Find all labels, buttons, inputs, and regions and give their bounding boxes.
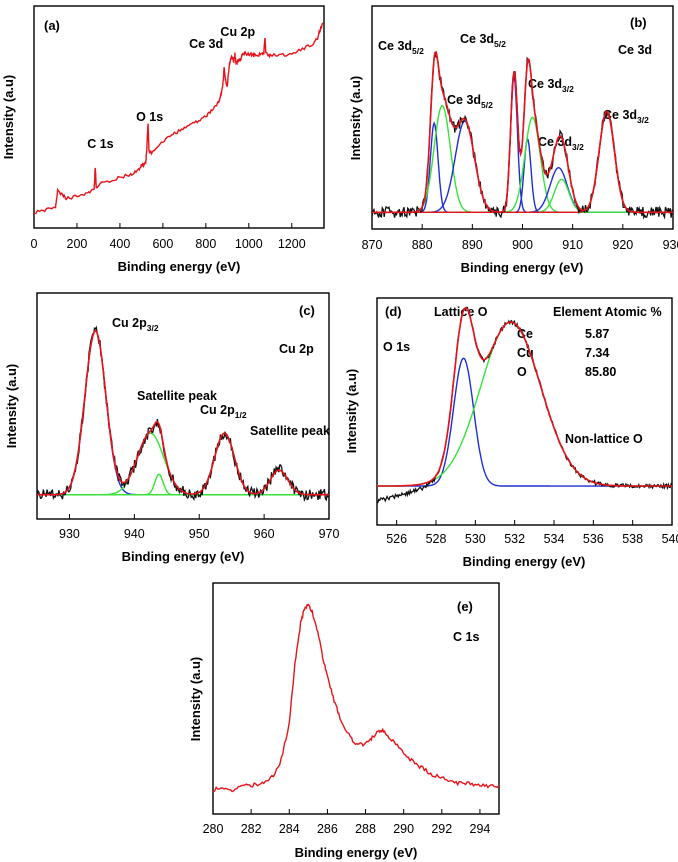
envelope-fit-line — [37, 329, 329, 496]
x-tick-label: 280 — [203, 822, 224, 836]
annotation-cu2p32: Cu 2p3/2 — [112, 316, 159, 333]
x-tick-label: 940 — [124, 527, 145, 541]
x-tick-label: 534 — [544, 532, 565, 546]
envelope-fit-line — [372, 50, 673, 214]
x-tick-label: 950 — [189, 527, 210, 541]
x-tick-label: 1200 — [278, 237, 306, 251]
fit-component-green-942.5 — [37, 432, 329, 496]
panel-b-ce3d-spectrum: (b) Ce 3d Ce 3d5/2 Ce 3d5/2 Ce 3d5/2 Ce … — [348, 5, 678, 275]
panel-e-corner-label: C 1s — [453, 630, 479, 644]
panel-b-corner-label: Ce 3d — [618, 43, 652, 57]
envelope-fit-line — [377, 306, 672, 487]
x-tick-label: 282 — [241, 822, 262, 836]
panel-a-label: (a) — [44, 18, 60, 33]
y-axis-title: Intensity (a.u) — [4, 364, 19, 449]
y-axis-title: Intensity (a.u) — [1, 75, 16, 160]
x-tick-label: 288 — [355, 822, 376, 836]
x-axis-ticks: 526 528 530 532 534 536 538 540 — [386, 520, 678, 546]
annotation-satellite-peak-2: Satellite peak — [250, 424, 330, 438]
x-axis-title: Binding energy (eV) — [463, 554, 586, 569]
x-tick-label: 970 — [319, 527, 340, 541]
x-tick-label: 930 — [59, 527, 80, 541]
y-axis-title: Intensity (a.u) — [188, 657, 203, 742]
x-axis-ticks: 870 880 890 900 910 920 930 — [362, 224, 678, 252]
x-tick-label: 532 — [504, 532, 525, 546]
atomic-table-value: 85.80 — [585, 365, 616, 379]
annotation-ce3d32-1: Ce 3d3/2 — [528, 77, 574, 94]
panel-a-frame — [33, 5, 325, 229]
x-tick-label: 910 — [562, 238, 583, 252]
panel-e-c1s-spectrum: (e) C 1s 280 282 284 286 288 290 292 294 Bindin… — [188, 582, 500, 860]
x-tick-label: 526 — [386, 532, 407, 546]
panel-d-label: (d) — [385, 304, 402, 319]
x-tick-label: 294 — [470, 822, 491, 836]
x-tick-label: 600 — [152, 237, 173, 251]
x-tick-label: 880 — [412, 238, 433, 252]
x-tick-label: 0 — [31, 237, 38, 251]
x-tick-label: 540 — [662, 532, 678, 546]
atomic-table-title: Element Atomic % — [553, 305, 662, 319]
x-tick-label: 290 — [393, 822, 414, 836]
annotation-o1s: O 1s — [136, 110, 163, 124]
x-tick-label: 400 — [109, 237, 130, 251]
panel-a-survey-spectrum: (a) C 1s O 1s Ce 3d Cu 2p 0 200 400 600 800 1… — [1, 5, 325, 274]
x-axis-title: Binding energy (eV) — [461, 260, 584, 275]
panel-d-corner-label: O 1s — [383, 340, 410, 354]
x-axis-title: Binding energy (eV) — [122, 549, 245, 564]
x-tick-label: 530 — [465, 532, 486, 546]
atomic-table-value: 5.87 — [585, 327, 609, 341]
fit-component-red-916.8 — [372, 110, 673, 213]
y-axis-title: Intensity (a.u) — [348, 76, 363, 161]
panel-e-label: (e) — [457, 599, 473, 614]
annotation-ce3d32-3: Ce 3d3/2 — [603, 108, 649, 125]
x-tick-label: 920 — [612, 238, 633, 252]
x-tick-label: 930 — [663, 238, 678, 252]
panel-c-cu2p-spectrum: (c) Cu 2p Cu 2p3/2 Satellite peak Cu 2p1… — [4, 292, 339, 564]
x-axis-title: Binding energy (eV) — [295, 845, 418, 860]
annotation-cu2p: Cu 2p — [220, 25, 255, 39]
x-tick-label: 200 — [67, 237, 88, 251]
series-line-c-1s — [212, 603, 500, 793]
annotation-ce3d52-3: Ce 3d5/2 — [460, 32, 506, 49]
x-tick-label: 890 — [462, 238, 483, 252]
panel-c-label: (c) — [299, 303, 315, 318]
panel-c-frame — [36, 292, 330, 520]
annotation-satellite-peak-1: Satellite peak — [137, 389, 217, 403]
annotation-lattice-o: Lattice O — [434, 305, 488, 319]
x-tick-label: 538 — [622, 532, 643, 546]
x-tick-label: 870 — [362, 238, 383, 252]
fit-component-green-953.9 — [37, 432, 329, 496]
annotation-ce3d52-1: Ce 3d5/2 — [378, 39, 424, 56]
x-tick-label: 528 — [426, 532, 447, 546]
x-tick-label: 900 — [512, 238, 533, 252]
annotation-ce3d52-2: Ce 3d5/2 — [447, 93, 493, 110]
x-axis-ticks: 930 940 950 960 970 — [59, 514, 339, 541]
panel-c-corner-label: Cu 2p — [279, 342, 314, 356]
x-tick-label: 1000 — [235, 237, 263, 251]
x-axis-ticks: 280 282 284 286 288 290 292 294 — [203, 809, 491, 836]
x-tick-label: 292 — [431, 822, 452, 836]
series-line-survey — [33, 22, 324, 215]
annotation-non-lattice-o: Non-lattice O — [565, 432, 643, 446]
x-tick-label: 960 — [254, 527, 275, 541]
x-axis-title: Binding energy (eV) — [118, 259, 241, 274]
x-tick-label: 536 — [583, 532, 604, 546]
panel-b-label: (b) — [630, 15, 647, 30]
panel-d-frame — [376, 297, 673, 526]
panel-e-frame — [212, 582, 500, 815]
x-axis-ticks: 0 200 400 600 800 1000 1200 — [31, 223, 306, 251]
panel-d-o1s-spectrum: (d) O 1s Lattice O Non-lattice O Element… — [344, 297, 678, 569]
x-tick-label: 284 — [279, 822, 300, 836]
annotation-ce3d: Ce 3d — [189, 37, 223, 51]
atomic-table-value: 7.34 — [585, 346, 609, 360]
annotation-cu2p12: Cu 2p1/2 — [200, 403, 247, 420]
x-tick-label: 286 — [317, 822, 338, 836]
atomic-table-element: O — [517, 365, 527, 379]
x-tick-label: 800 — [195, 237, 216, 251]
annotation-c1s: C 1s — [87, 137, 113, 151]
y-axis-title: Intensity (a.u) — [344, 369, 359, 454]
